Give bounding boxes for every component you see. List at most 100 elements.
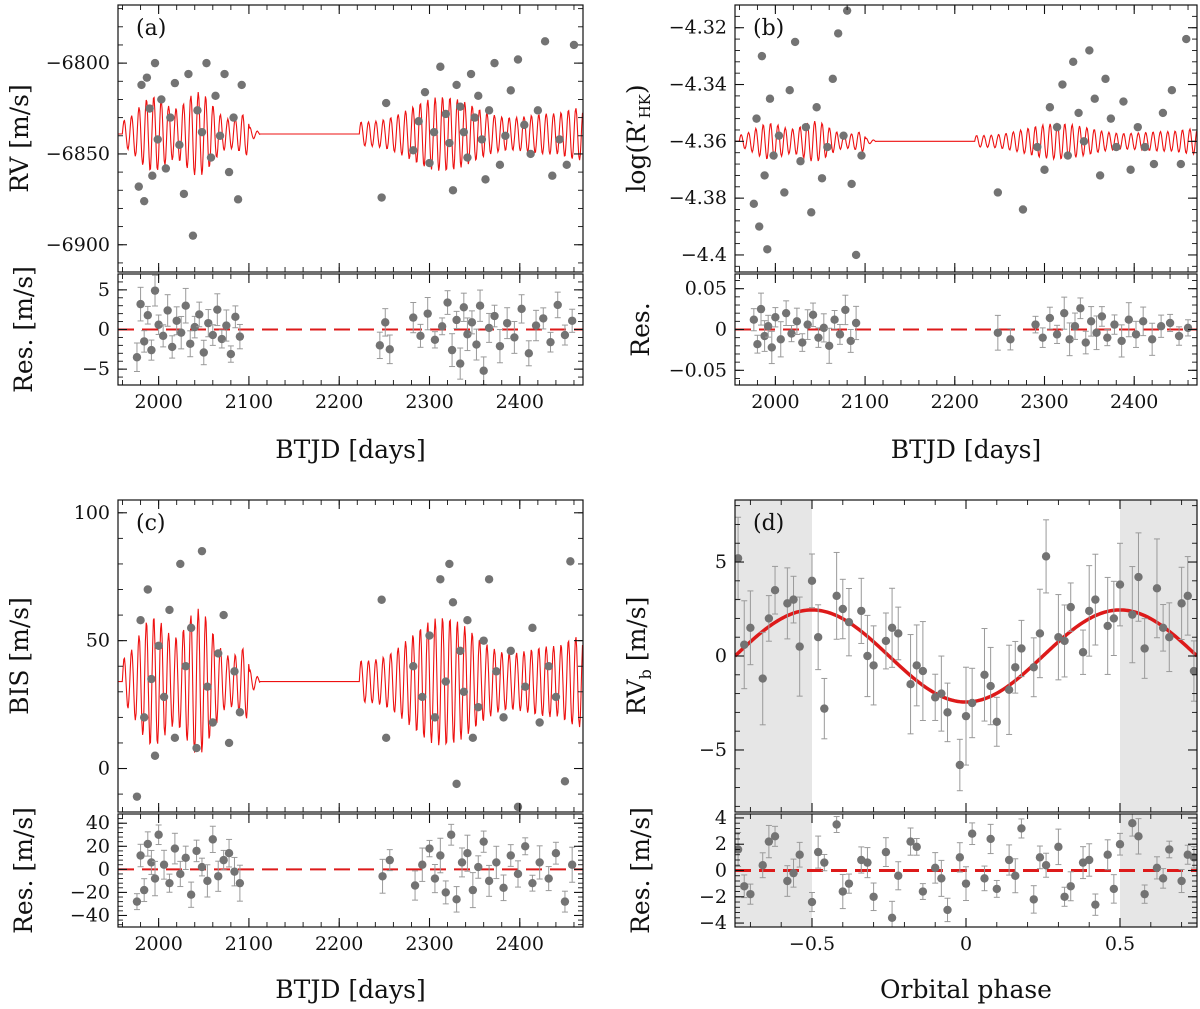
data-point (1158, 874, 1168, 883)
data-point (230, 667, 239, 676)
data-point (560, 777, 570, 786)
data-point (813, 633, 823, 642)
data-point (463, 153, 472, 162)
data-point (521, 682, 530, 691)
data-point (803, 320, 812, 329)
data-point (1134, 832, 1143, 841)
data-point (535, 858, 544, 867)
data-point (499, 713, 508, 722)
data-point (150, 751, 160, 760)
data-point (501, 131, 510, 140)
x-axis-label: BTJD [days] (891, 435, 1041, 464)
data-point (430, 713, 440, 722)
data-point (1140, 142, 1150, 152)
data-point (186, 890, 196, 899)
data-point (566, 557, 575, 566)
data-point (931, 863, 940, 873)
data-point (1011, 663, 1020, 672)
data-point (1124, 315, 1134, 324)
data-point (409, 662, 418, 671)
data-point (887, 623, 897, 633)
data-point (774, 131, 784, 140)
x-tick-label: 2000 (134, 933, 182, 955)
data-point (869, 661, 878, 670)
data-point (746, 889, 755, 899)
data-point (1189, 666, 1197, 676)
data-point (195, 310, 204, 319)
x-tick-label: −0.5 (789, 933, 835, 955)
data-point (906, 679, 915, 689)
panel-d-bottom: −4 −2 0 2 4 −0.5 0 0.5 Res. [m/s] (626, 807, 1198, 955)
panel-label: (a) (136, 16, 166, 41)
data-point (437, 322, 447, 331)
data-point (495, 341, 505, 351)
data-point (230, 867, 239, 876)
y-tick-label: 5 (98, 279, 110, 301)
data-point (1060, 636, 1069, 646)
data-point (381, 733, 391, 743)
x-tick-label: 2300 (405, 391, 453, 413)
y-tick-label: −4.34 (669, 74, 727, 96)
shaded-region-1 (735, 500, 812, 812)
data-point (132, 897, 142, 906)
data-point (814, 333, 823, 342)
x-tick-label: 2300 (405, 933, 453, 955)
data-point (203, 876, 212, 886)
data-point (1110, 320, 1119, 329)
data-point (202, 58, 211, 68)
data-point (213, 305, 222, 314)
data-point (208, 835, 218, 844)
data-point (418, 692, 427, 702)
data-point (159, 692, 169, 702)
panel-d: −5 0 5 RVb [m/s] −4 −2 0 2 4 −0.5 0 0.5 Res. [m/s] (d… (622, 499, 1198, 1004)
data-point (153, 135, 162, 144)
data-point (211, 91, 220, 101)
data-point (526, 149, 535, 159)
data-point (781, 308, 791, 318)
y-tick-label: 4 (715, 807, 727, 829)
data-point (208, 330, 218, 340)
data-point (181, 662, 190, 671)
data-point (233, 195, 243, 204)
data-point (197, 127, 207, 137)
data-point (1085, 606, 1094, 616)
data-point (1097, 312, 1107, 321)
y-axis-label: log(R’HK) (622, 84, 654, 192)
data-point (448, 186, 458, 195)
panel-label: (c) (136, 511, 166, 536)
data-point (163, 306, 172, 315)
y-tick-label: 0.05 (685, 278, 727, 300)
data-point (544, 874, 553, 883)
x-axis-label: BTJD [days] (275, 435, 425, 464)
data-point (795, 850, 804, 859)
data-point (459, 127, 469, 137)
data-point (1011, 871, 1020, 880)
data-point (139, 337, 149, 346)
data-point (192, 743, 201, 753)
data-point (567, 860, 577, 869)
data-point (506, 86, 515, 95)
x-tick-label: 2200 (315, 933, 363, 955)
y-tick-label: −2 (699, 886, 727, 908)
data-point (176, 869, 185, 879)
data-point (980, 874, 989, 883)
data-point (955, 853, 965, 862)
data-point (459, 687, 469, 697)
data-point (175, 140, 184, 150)
data-point (143, 311, 152, 320)
x-tick-label: 2100 (841, 391, 889, 413)
data-point (165, 878, 174, 888)
data-point (780, 188, 789, 197)
x-tick-label: 0 (960, 933, 972, 955)
data-point (813, 847, 823, 857)
data-point (820, 704, 829, 713)
data-point (150, 286, 160, 295)
data-point (551, 692, 561, 702)
data-point (1045, 103, 1055, 112)
plot-frame (117, 499, 584, 813)
data-point (1033, 142, 1042, 152)
data-point (452, 895, 461, 904)
data-point (456, 102, 465, 111)
data-point (937, 689, 946, 698)
data-point (457, 858, 467, 867)
